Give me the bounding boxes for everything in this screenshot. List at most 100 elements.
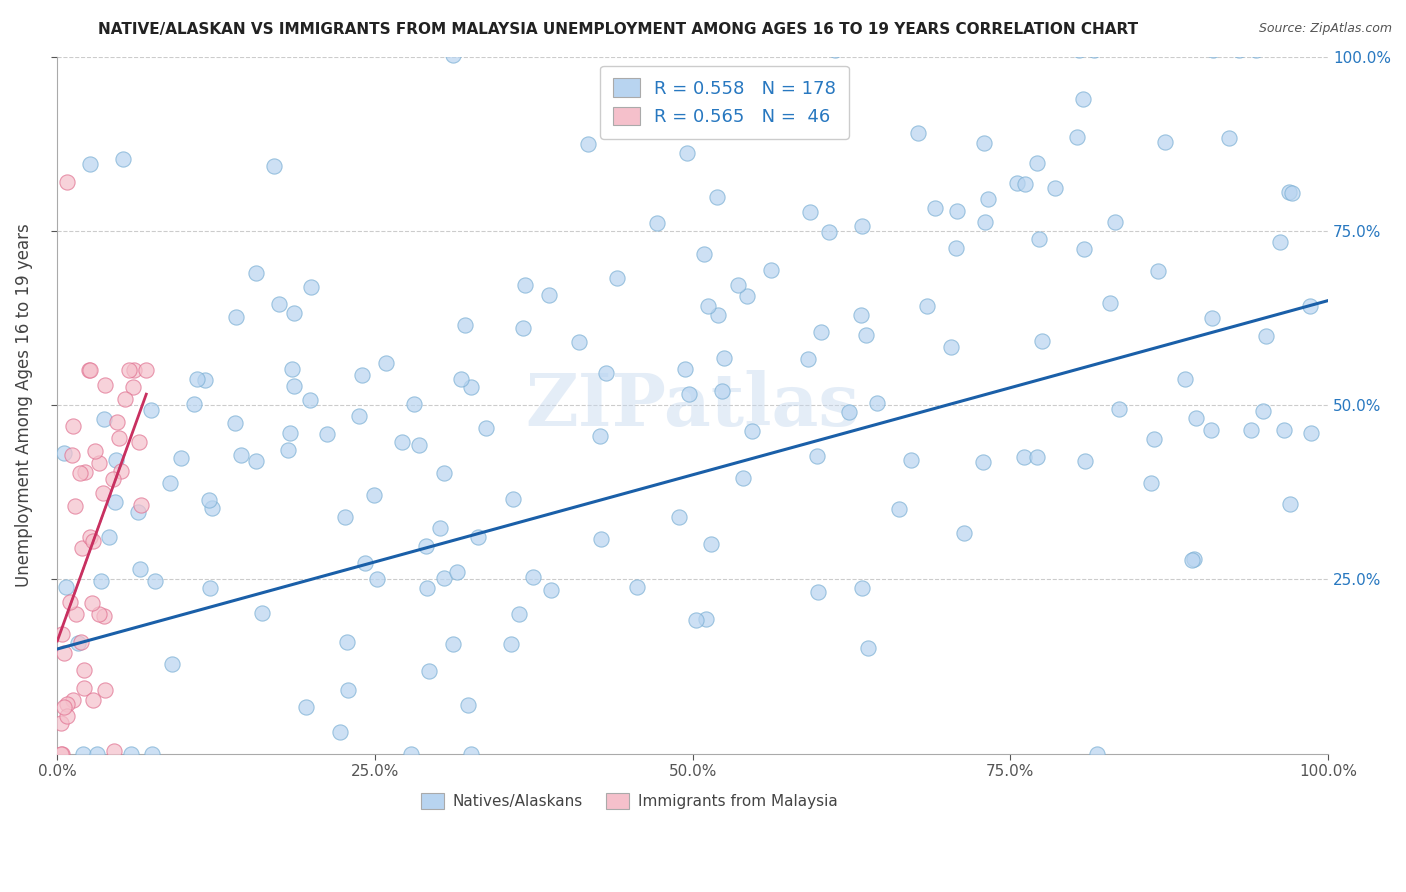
Point: [454, 318, 477, 332]
Point: [101, 472, 124, 486]
Point: [1099, 296, 1122, 310]
Point: [105, 452, 128, 467]
Point: [797, 352, 820, 367]
Point: [105, 415, 128, 429]
Point: [350, 368, 373, 383]
Point: [522, 569, 544, 583]
Point: [838, 405, 860, 419]
Point: [159, 475, 181, 490]
Point: [408, 438, 430, 452]
Text: ZIPatlas: ZIPatlas: [526, 369, 860, 441]
Point: [59, 595, 82, 609]
Point: [513, 278, 536, 293]
Point: [668, 509, 690, 524]
Point: [429, 521, 451, 535]
Point: [329, 724, 352, 739]
Point: [124, 363, 146, 377]
Point: [404, 397, 426, 411]
Point: [443, 637, 465, 651]
Point: [1227, 43, 1250, 57]
Point: [391, 435, 413, 450]
Point: [201, 501, 224, 516]
Point: [1104, 214, 1126, 228]
Point: [80, 596, 103, 610]
Point: [108, 432, 131, 446]
Point: [713, 351, 735, 365]
Point: [65, 607, 87, 621]
Point: [250, 607, 273, 621]
Point: [589, 429, 612, 443]
Point: [79, 157, 101, 171]
Point: [280, 425, 302, 440]
Point: [855, 327, 877, 342]
Point: [114, 392, 136, 406]
Point: [700, 537, 723, 551]
Point: [1299, 299, 1322, 313]
Point: [460, 747, 482, 761]
Point: [508, 607, 530, 621]
Point: [283, 379, 305, 393]
Point: [1199, 423, 1222, 437]
Point: [283, 305, 305, 319]
Point: [907, 126, 929, 140]
Point: [56, 709, 79, 723]
Point: [849, 308, 872, 322]
Point: [93, 609, 115, 624]
Point: [160, 657, 183, 671]
Point: [731, 471, 754, 485]
Point: [1301, 425, 1323, 440]
Point: [475, 420, 498, 434]
Point: [824, 43, 846, 57]
Point: [141, 403, 163, 417]
Point: [710, 384, 733, 398]
Point: [267, 297, 290, 311]
Point: [336, 635, 359, 649]
Point: [1184, 552, 1206, 566]
Point: [856, 640, 879, 655]
Point: [576, 136, 599, 151]
Point: [118, 363, 141, 377]
Point: [263, 160, 285, 174]
Point: [976, 192, 998, 206]
Point: [460, 379, 482, 393]
Point: [1028, 232, 1050, 246]
Point: [1202, 43, 1225, 57]
Point: [1140, 475, 1163, 490]
Point: [673, 362, 696, 376]
Point: [441, 47, 464, 62]
Point: [53, 700, 76, 714]
Point: [231, 448, 253, 462]
Point: [502, 492, 524, 507]
Point: [69, 634, 91, 648]
Point: [198, 581, 221, 595]
Point: [98, 530, 121, 544]
Point: [821, 91, 844, 105]
Point: [806, 449, 828, 463]
Point: [120, 747, 142, 761]
Point: [63, 499, 86, 513]
Point: [900, 452, 922, 467]
Point: [416, 581, 439, 595]
Point: [104, 494, 127, 508]
Point: [87, 607, 110, 621]
Point: [1007, 176, 1029, 190]
Point: [972, 455, 994, 469]
Point: [1274, 423, 1296, 437]
Point: [225, 310, 247, 324]
Point: [1281, 186, 1303, 200]
Point: [433, 571, 456, 585]
Point: [1270, 235, 1292, 249]
Point: [72, 747, 94, 761]
Point: [1108, 402, 1130, 417]
Point: [697, 300, 720, 314]
Point: [939, 340, 962, 354]
Point: [1218, 131, 1240, 145]
Point: [53, 446, 76, 460]
Point: [193, 373, 215, 387]
Point: [1043, 181, 1066, 195]
Point: [727, 278, 749, 293]
Point: [401, 747, 423, 761]
Point: [433, 466, 456, 480]
Point: [915, 299, 938, 313]
Point: [1073, 454, 1095, 468]
